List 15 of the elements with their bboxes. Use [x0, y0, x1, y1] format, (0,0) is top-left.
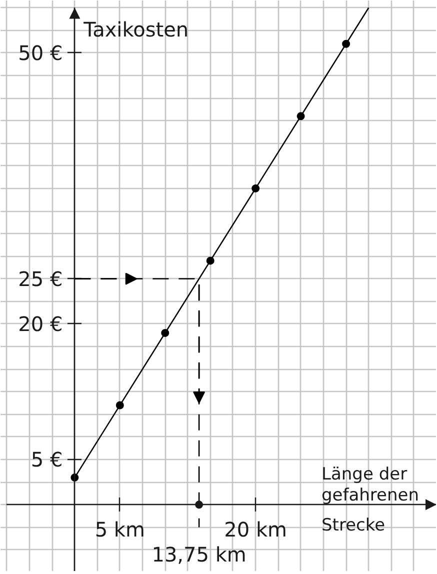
y-tick-label: 5 €: [30, 447, 63, 472]
point: [161, 328, 170, 337]
y-tick-label: 20 €: [18, 312, 63, 336]
point: [252, 184, 260, 192]
x-tick-label: 5 km: [94, 518, 145, 542]
y-tick-label: 50 €: [18, 40, 63, 65]
x-axis-title: Länge der gefahrenen Strecke: [322, 464, 420, 536]
annotation: 13,75 km: [152, 542, 246, 567]
point: [206, 256, 214, 265]
y-axis-title: Taxikosten: [82, 18, 189, 42]
point: [116, 401, 124, 410]
x-tick-label: 20 km: [224, 518, 288, 542]
y-tick-label: 25 €: [18, 266, 63, 291]
point: [342, 40, 350, 48]
point: [296, 112, 305, 120]
